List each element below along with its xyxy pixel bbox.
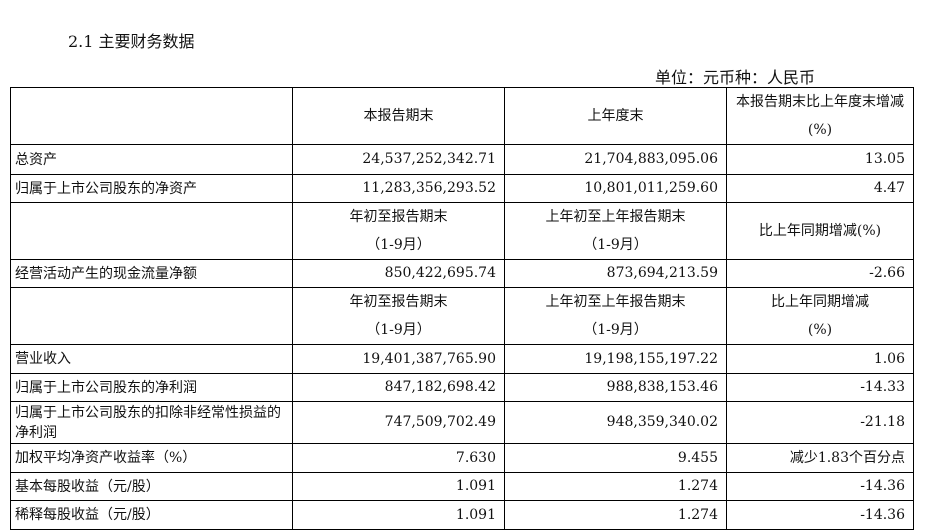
row-label: 基本每股收益（元/股） <box>10 472 293 501</box>
cell-value: 19,198,155,197.22 <box>504 344 727 374</box>
header-yoy-change: 比上年同期增减 (%) <box>726 287 914 345</box>
cell-change: -14.36 <box>726 472 914 501</box>
header-ytd: 年初至报告期末 （1-9月） <box>292 287 505 345</box>
header-text: （1-9月） <box>583 237 648 253</box>
header-text: 年初至报告期末 <box>349 209 448 225</box>
table-row: 归属于上市公司股东的扣除非经常性损益的净利润 747,509,702.49 94… <box>10 401 914 444</box>
header-cell-empty <box>10 287 293 345</box>
header-current-period-end: 本报告期末 <box>292 87 505 145</box>
header-last-ytd: 上年初至上年报告期末 （1-9月） <box>504 287 727 345</box>
table-row: 经营活动产生的现金流量净额 850,422,695.74 873,694,213… <box>10 259 914 288</box>
row-label: 总资产 <box>10 144 293 175</box>
cell-value: 948,359,340.02 <box>504 401 727 444</box>
financial-data-table: 本报告期末 上年度末 本报告期末比上年度末增减(%) 总资产 24,537,25… <box>10 87 914 530</box>
table-row: 稀释每股收益（元/股） 1.091 1.274 -14.36 <box>10 500 914 530</box>
cell-value: 1.091 <box>292 472 505 501</box>
cell-value: 24,537,252,342.71 <box>292 144 505 175</box>
header-cell-empty <box>10 202 293 260</box>
header-row: 年初至报告期末 （1-9月） 上年初至上年报告期末 （1-9月） 比上年同期增减 (%… <box>10 287 914 345</box>
header-yoy-change: 比上年同期增减(%) <box>726 202 914 260</box>
table-row: 基本每股收益（元/股） 1.091 1.274 -14.36 <box>10 472 914 501</box>
cell-value: 847,182,698.42 <box>292 373 505 402</box>
row-label: 营业收入 <box>10 344 293 374</box>
table-row: 总资产 24,537,252,342.71 21,704,883,095.06 … <box>10 144 914 175</box>
cell-value: 11,283,356,293.52 <box>292 174 505 203</box>
cell-change: 4.47 <box>726 174 914 203</box>
header-ytd: 年初至报告期末 （1-9月） <box>292 202 505 260</box>
header-change: 本报告期末比上年度末增减(%) <box>726 87 914 145</box>
header-text: (%) <box>807 322 833 338</box>
header-row: 年初至报告期末 （1-9月） 上年初至上年报告期末 （1-9月） 比上年同期增减(%… <box>10 202 914 260</box>
table-row: 归属于上市公司股东的净资产 11,283,356,293.52 10,801,0… <box>10 174 914 203</box>
unit-label: 单位：元币种：人民币 <box>655 68 816 87</box>
cell-change: 减少1.83个百分点 <box>726 443 914 473</box>
row-label: 归属于上市公司股东的净资产 <box>10 174 293 203</box>
cell-value: 1.274 <box>504 472 727 501</box>
header-text: （1-9月） <box>366 322 431 338</box>
cell-value: 7.630 <box>292 443 505 473</box>
cell-value: 21,704,883,095.06 <box>504 144 727 175</box>
cell-value: 873,694,213.59 <box>504 259 727 288</box>
header-cell-empty <box>10 87 293 145</box>
row-label: 归属于上市公司股东的扣除非经常性损益的净利润 <box>10 401 293 444</box>
header-row: 本报告期末 上年度末 本报告期末比上年度末增减(%) <box>10 87 914 145</box>
cell-value: 1.274 <box>504 500 727 530</box>
header-last-ytd: 上年初至上年报告期末 （1-9月） <box>504 202 727 260</box>
cell-value: 747,509,702.49 <box>292 401 505 444</box>
header-text: 年初至报告期末 <box>349 294 448 310</box>
cell-value: 1.091 <box>292 500 505 530</box>
cell-change: 1.06 <box>726 344 914 374</box>
cell-value: 850,422,695.74 <box>292 259 505 288</box>
cell-value: 19,401,387,765.90 <box>292 344 505 374</box>
table-row: 归属于上市公司股东的净利润 847,182,698.42 988,838,153… <box>10 373 914 402</box>
header-last-year-end: 上年度末 <box>504 87 727 145</box>
row-label: 经营活动产生的现金流量净额 <box>10 259 293 288</box>
table-row: 营业收入 19,401,387,765.90 19,198,155,197.22… <box>10 344 914 374</box>
cell-change: -14.36 <box>726 500 914 530</box>
cell-change: 13.05 <box>726 144 914 175</box>
header-text: （1-9月） <box>583 322 648 338</box>
header-text: （1-9月） <box>366 237 431 253</box>
row-label: 归属于上市公司股东的净利润 <box>10 373 293 402</box>
cell-value: 10,801,011,259.60 <box>504 174 727 203</box>
header-text: 比上年同期增减 <box>771 294 869 310</box>
row-label: 稀释每股收益（元/股） <box>10 500 293 530</box>
header-text: 上年初至上年报告期末 <box>545 209 686 225</box>
row-label: 加权平均净资产收益率（%） <box>10 443 293 473</box>
cell-change: -2.66 <box>726 259 914 288</box>
section-title: 2.1 主要财务数据 <box>68 32 195 51</box>
cell-change: -14.33 <box>726 373 914 402</box>
cell-value: 988,838,153.46 <box>504 373 727 402</box>
table-row: 加权平均净资产收益率（%） 7.630 9.455 减少1.83个百分点 <box>10 443 914 473</box>
cell-change: -21.18 <box>726 401 914 444</box>
header-text: 上年初至上年报告期末 <box>545 294 686 310</box>
cell-value: 9.455 <box>504 443 727 473</box>
